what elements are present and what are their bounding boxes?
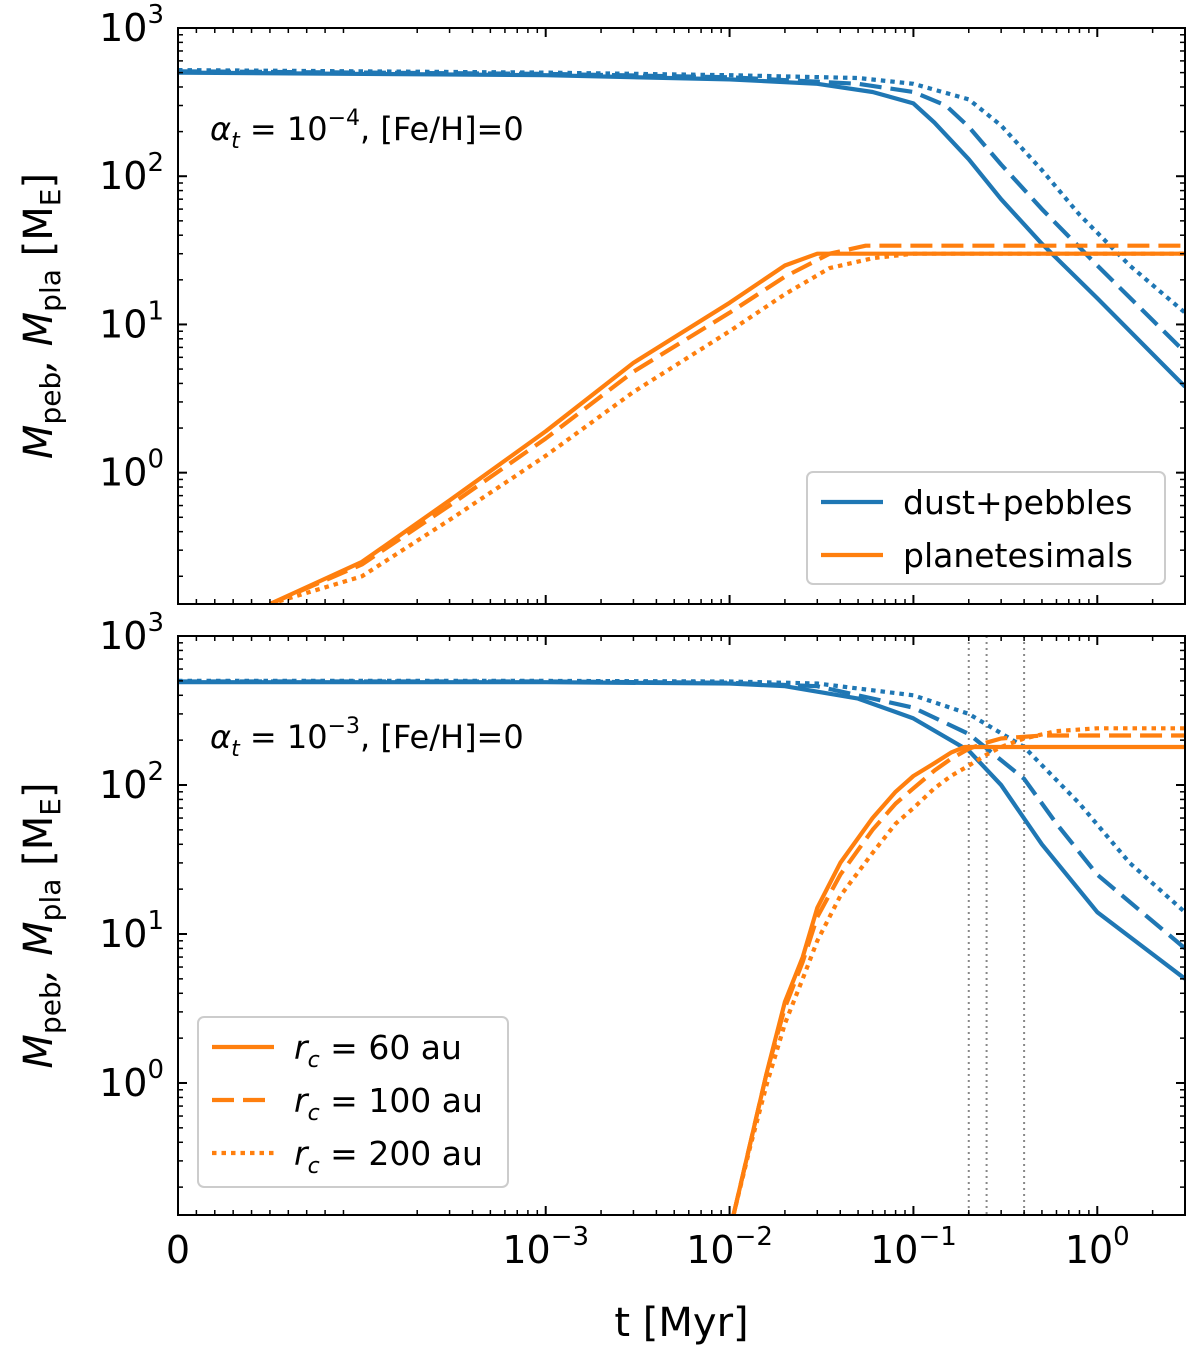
- y-axis-label: Mpeb, Mpla [ME]: [16, 173, 67, 459]
- legend-label: rc = 100 au: [294, 1081, 483, 1126]
- y-tick-label: 100: [99, 445, 164, 495]
- series-planetesimals-dotted: [731, 726, 1185, 1215]
- y-tick-label: 102: [99, 148, 164, 198]
- legend-label: planetesimals: [903, 536, 1133, 575]
- bottom-panel: 100 101 102 103 Mpeb, Mpla [ME] αt = 10−3, [F…: [16, 608, 1186, 1216]
- legend-label: dust+pebbles: [903, 483, 1132, 522]
- axes-frame: [177, 635, 1186, 1216]
- legend-box: [806, 471, 1166, 585]
- panel-annotation: αt = 10−3, [Fe/H]=0: [210, 714, 524, 762]
- x-tick-label: 0: [166, 1228, 190, 1272]
- y-tick-label: 101: [99, 296, 164, 346]
- x-tick-label: 10−1: [870, 1222, 957, 1272]
- y-tick-label: 100: [99, 1055, 164, 1105]
- legend-label: rc = 60 au: [294, 1028, 462, 1073]
- series-dustpebbles-dashed: [178, 69, 1185, 354]
- series-planetesimals-solid: [269, 251, 1185, 604]
- series-group: [178, 678, 1185, 1215]
- x-tick-label: 10−2: [686, 1222, 773, 1272]
- legend-label: rc = 200 au: [294, 1134, 483, 1179]
- series-dustpebbles-dotted: [178, 678, 1185, 914]
- x-tick-label: 100: [1065, 1222, 1130, 1272]
- legend-box: [197, 1016, 509, 1188]
- x-tick-label: 10−3: [502, 1222, 589, 1272]
- y-tick-label: 103: [99, 0, 164, 50]
- y-tick-label: 101: [99, 906, 164, 956]
- x-axis-label: t [Myr]: [614, 1300, 748, 1346]
- axes-frame: [177, 27, 1186, 605]
- panel-annotation: αt = 10−4, [Fe/H]=0: [210, 106, 524, 154]
- series-group: [178, 68, 1185, 604]
- legend: rc = 60 au rc = 100 au rc = 200 au: [197, 1016, 509, 1188]
- y-tick-label: 103: [99, 608, 164, 658]
- y-axis-label: Mpeb, Mpla [ME]: [16, 782, 67, 1068]
- top-panel: 100 101 102 103 Mpeb, Mpla [ME] αt = 10−4, [F…: [16, 0, 1186, 605]
- x-axis: 0 10−3 10−2 10−1 100 t [Myr]: [166, 1222, 1130, 1346]
- legend: dust+pebbles planetesimals: [806, 471, 1166, 585]
- y-tick-label: 102: [99, 757, 164, 807]
- series-planetesimals-dashed: [731, 733, 1185, 1215]
- series-planetesimals-dotted: [269, 251, 1185, 604]
- series-dustpebbles-solid: [178, 680, 1185, 981]
- series-planetesimals-solid: [731, 744, 1185, 1215]
